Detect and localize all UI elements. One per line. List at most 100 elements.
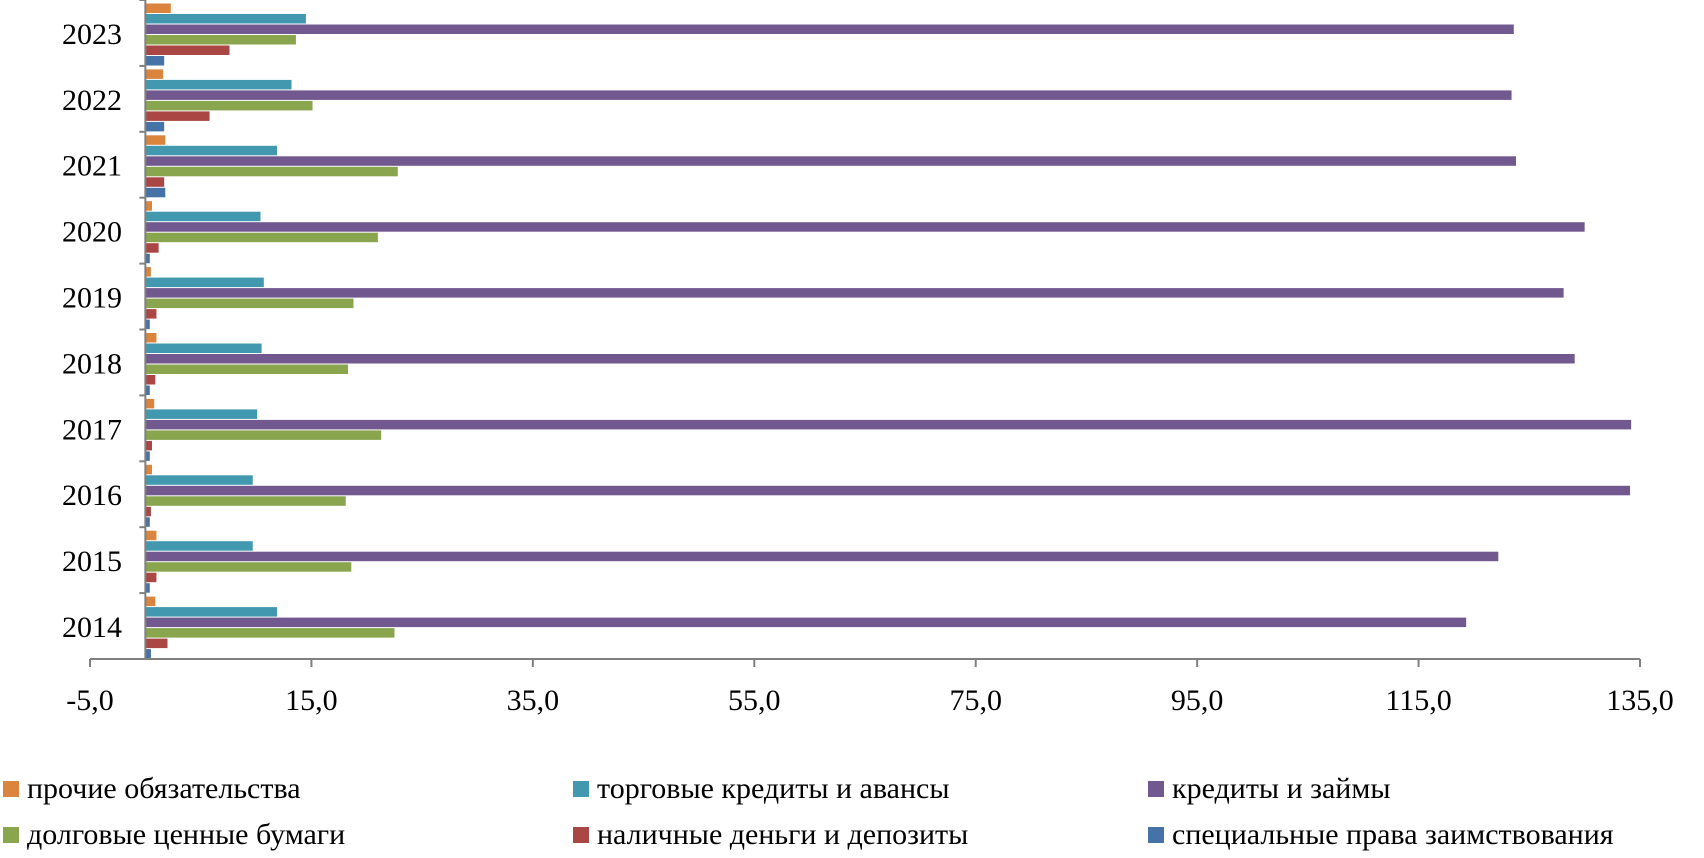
bar-2015-series-3 [145,551,1499,562]
x-tick-label: 75,0 [949,684,1002,717]
legend-item-1: наличные деньги и депозиты [573,820,968,850]
bar-2014-series-1 [145,638,168,649]
bar-2023-series-1 [145,45,230,55]
legend-label: торговые кредиты и авансы [597,772,950,805]
legend-swatch [3,827,19,843]
bar-2023-series-2 [145,35,296,45]
y-tick-label-2023: 2023 [62,18,122,51]
bar-2016-series-1 [145,506,151,517]
bar-2019-series-2 [145,298,354,309]
legend-item-4: торговые кредиты и авансы [573,774,949,804]
bar-2014-series-5 [145,596,156,607]
bar-2022-series-2 [145,100,313,111]
bar-2018-series-3 [145,354,1575,364]
legend-label: долговые ценные бумаги [27,818,346,851]
y-tick-label-2016: 2016 [62,479,122,512]
axes-layer [89,0,1641,667]
bar-2023-series-5 [145,3,171,13]
bar-2020-series-0 [145,253,150,264]
legend-swatch [1148,781,1164,797]
bar-2022-series-5 [145,69,164,79]
bar-2016-series-5 [145,464,152,475]
bar-2015-series-4 [145,541,253,551]
bar-2015-series-1 [145,572,157,583]
bar-2014-series-3 [145,617,1467,628]
bar-2015-series-5 [145,530,157,541]
chart-legend: прочие обязательства торговые кредиты и а… [0,762,1704,858]
bar-2019-series-1 [145,309,157,319]
bars-layer [145,3,1632,659]
bar-2021-series-5 [145,135,166,145]
bar-chart: -5,0 15,0 35,0 55,0 75,0 95,0 115,0 135,0 2014 20… [62,0,1674,717]
x-tick-label: 55,0 [728,684,781,717]
bar-2015-series-0 [145,583,150,593]
y-tick-label-2018: 2018 [62,347,122,380]
bar-2016-series-3 [145,485,1631,496]
bar-2017-series-0 [145,451,150,461]
legend-swatch [573,781,589,797]
bar-2017-series-1 [145,440,152,451]
bar-2014-series-0 [145,649,151,659]
legend-item-5: прочие обязательства [3,774,301,804]
y-tick-label-2014: 2014 [62,611,122,644]
y-tick-label-2021: 2021 [62,150,122,183]
bar-2020-series-1 [145,243,159,253]
bar-2017-series-2 [145,430,382,440]
x-tick-label: 35,0 [507,684,560,717]
legend-item-0: специальные права заимствования [1148,820,1614,850]
legend-label: наличные деньги и депозиты [597,818,969,851]
legend-swatch [573,827,589,843]
bar-2022-series-3 [145,90,1512,100]
bar-2018-series-0 [145,385,150,395]
y-tick-label-2015: 2015 [62,545,122,578]
bar-2018-series-2 [145,364,348,374]
y-tick-label-2019: 2019 [62,282,122,315]
x-tick-label: 115,0 [1385,684,1451,717]
bar-2014-series-2 [145,628,395,638]
legend-swatch [1148,827,1164,843]
bar-2019-series-0 [145,319,150,330]
legend-label: специальные права заимствования [1172,818,1614,851]
y-tick-label-2022: 2022 [62,84,122,117]
bar-2021-series-2 [145,166,398,177]
bar-2023-series-4 [145,14,306,24]
bar-2020-series-3 [145,222,1585,232]
labels-layer: -5,0 15,0 35,0 55,0 75,0 95,0 115,0 135,0 2014 20… [62,18,1674,717]
bar-2021-series-0 [145,187,166,198]
bar-2018-series-4 [145,343,262,353]
x-tick-label: 95,0 [1171,684,1224,717]
bar-2020-series-2 [145,232,378,243]
legend-item-2: долговые ценные бумаги [3,820,345,850]
bar-2017-series-5 [145,398,155,409]
x-tick-label: 15,0 [285,684,338,717]
y-tick-label-2020: 2020 [62,216,122,249]
legend-item-3: кредиты и займы [1148,774,1391,804]
x-tick-label: -5,0 [66,684,114,717]
legend-swatch [3,781,19,797]
bar-2020-series-5 [145,201,152,211]
bar-2022-series-1 [145,111,210,121]
bar-2017-series-4 [145,409,258,419]
bar-2017-series-3 [145,419,1632,430]
y-tick-label-2017: 2017 [62,413,122,446]
legend-label: кредиты и займы [1172,772,1391,805]
bar-2021-series-4 [145,145,278,156]
bar-2016-series-4 [145,475,253,485]
bar-2019-series-3 [145,288,1564,298]
bar-2023-series-3 [145,24,1514,34]
bar-2016-series-2 [145,496,346,506]
bar-2023-series-0 [145,56,165,66]
bar-2022-series-4 [145,79,292,90]
bar-2021-series-3 [145,156,1517,166]
bar-2015-series-2 [145,562,352,572]
bar-2016-series-0 [145,517,150,527]
legend-label: прочие обязательства [27,772,301,805]
bar-2014-series-4 [145,607,278,617]
bar-2019-series-5 [145,267,151,277]
bar-2018-series-1 [145,375,156,385]
bar-2019-series-4 [145,277,264,288]
bar-2018-series-5 [145,333,157,343]
x-tick-label: 135,0 [1606,684,1674,717]
bar-2022-series-0 [145,121,165,132]
bar-2020-series-4 [145,211,261,222]
